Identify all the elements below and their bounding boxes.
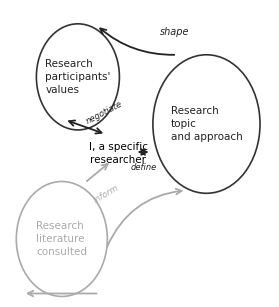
Text: Research
literature
consulted: Research literature consulted — [36, 221, 87, 257]
Text: shape: shape — [160, 27, 189, 37]
Text: inform: inform — [93, 183, 121, 204]
Text: define: define — [130, 163, 157, 172]
Text: I, a specific
researcher: I, a specific researcher — [88, 142, 148, 165]
Text: Research
participants'
values: Research participants' values — [45, 59, 110, 95]
Text: Research
topic
and approach: Research topic and approach — [170, 106, 242, 142]
Text: negotiate: negotiate — [85, 99, 124, 126]
